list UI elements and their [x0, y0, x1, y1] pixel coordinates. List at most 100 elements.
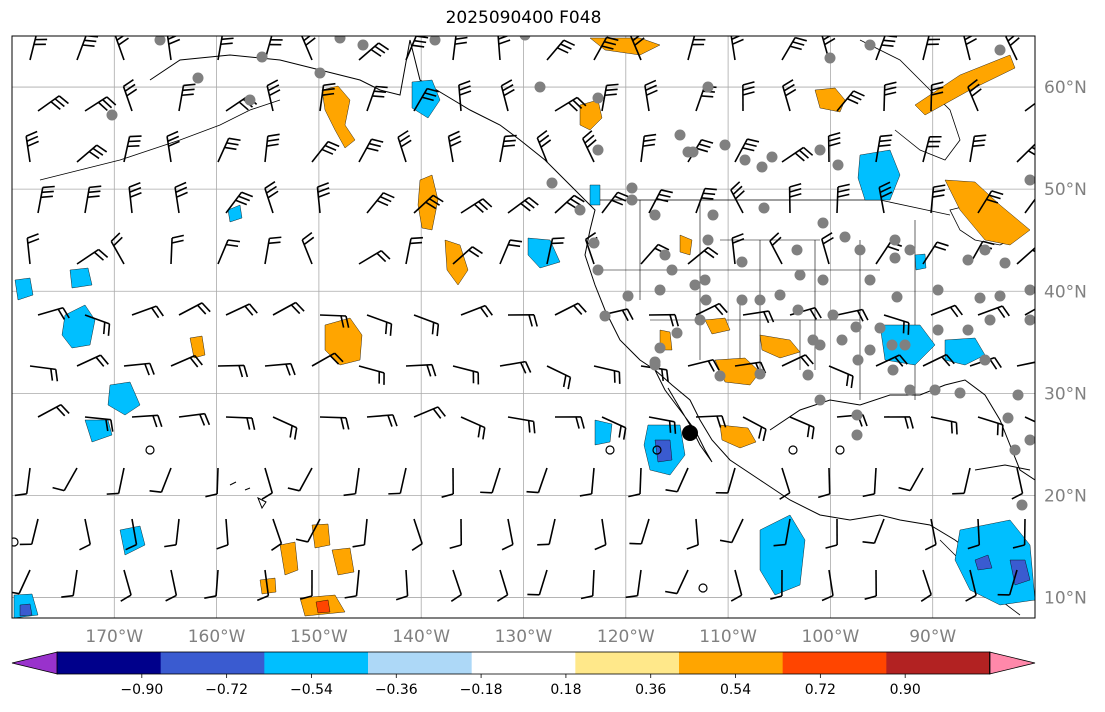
station-dot	[814, 144, 826, 156]
wind-barb	[554, 96, 587, 112]
station-dot	[904, 384, 916, 396]
wind-barb	[501, 518, 514, 551]
station-dot	[817, 274, 829, 286]
wind-barb	[828, 365, 854, 389]
wind-barb	[922, 135, 942, 163]
wind-barb	[862, 467, 877, 498]
wind-barb	[770, 569, 783, 600]
station-dot	[546, 177, 558, 189]
wind-barb	[125, 518, 138, 551]
wind-barb	[366, 85, 388, 112]
station-dot	[932, 324, 944, 336]
wind-barb	[648, 416, 677, 434]
station-dot	[702, 81, 714, 93]
wind-barb	[952, 467, 971, 495]
contour-positive	[311, 523, 331, 549]
wind-barb	[388, 467, 407, 495]
station-dot	[889, 234, 901, 246]
wind-barb	[665, 569, 689, 595]
wind-barb	[930, 81, 944, 112]
station-dot	[886, 339, 898, 351]
longitude-label: 160°W	[188, 627, 246, 647]
wind-barb	[594, 518, 607, 551]
station-dot	[974, 292, 986, 304]
calm-circle	[145, 445, 155, 455]
wind-barb	[930, 304, 963, 318]
latitude-label: 40°N	[1044, 282, 1087, 302]
wind-barb	[366, 414, 398, 427]
wind-barb	[178, 412, 211, 426]
contour-positive	[679, 234, 693, 256]
colorbar-tick-labels: −0.90 −0.72 −0.54 −0.36 −0.18 0.18 0.36 0.54 0.7…	[120, 674, 921, 698]
wind-barb	[166, 36, 181, 61]
wind-barb	[405, 363, 437, 377]
contour-negative	[14, 277, 34, 301]
wind-barb	[963, 36, 977, 61]
wind-barb	[397, 130, 412, 163]
wind-barb	[862, 518, 885, 544]
station-dot	[836, 334, 848, 346]
contour-negative	[589, 184, 601, 206]
station-dot	[932, 284, 944, 296]
wind-barb	[875, 36, 898, 61]
wind-barb	[166, 130, 180, 163]
wind-barb	[122, 79, 138, 112]
colorbar-extend-low	[11, 651, 58, 675]
wind-barb	[625, 569, 642, 599]
wind-barb	[110, 232, 125, 265]
wind-barb	[687, 358, 720, 372]
station-dot	[626, 182, 638, 194]
wind-barb	[554, 416, 585, 429]
wind-barb	[977, 190, 1004, 214]
wind-barb	[695, 415, 727, 428]
colorbar-segment	[471, 652, 576, 674]
wind-barb	[580, 569, 595, 600]
wind-barb	[29, 365, 59, 382]
wind-barb	[648, 189, 673, 214]
wind-barb	[930, 416, 958, 435]
wind-barb	[920, 569, 932, 602]
wind-barb	[413, 87, 439, 112]
wind-barb	[789, 416, 815, 440]
wind-barb	[12, 569, 31, 595]
wind-barb	[449, 518, 463, 549]
wind-barb	[460, 304, 493, 318]
station-dot	[827, 309, 839, 321]
wind-barb	[170, 234, 184, 265]
station-dot	[851, 429, 863, 441]
station-dot	[707, 209, 719, 221]
hawaii-islands	[229, 481, 267, 510]
station-dot	[807, 334, 819, 346]
contour-negative	[759, 514, 806, 596]
wind-barb	[883, 416, 914, 429]
station-dot	[1012, 389, 1024, 401]
wind-barb	[821, 232, 834, 265]
wind-barb	[205, 467, 219, 498]
wind-barb	[264, 362, 296, 376]
wind-barb	[358, 42, 390, 61]
wind-barb	[26, 233, 40, 265]
wind-barb	[106, 467, 125, 495]
wind-barb	[779, 467, 791, 500]
longitude-label: 150°W	[290, 627, 348, 647]
wind-barb	[149, 467, 172, 493]
wind-barb	[499, 360, 532, 374]
station-dot	[994, 44, 1006, 56]
wind-barb	[924, 518, 937, 551]
station-dot	[774, 289, 786, 301]
wind-barb	[507, 314, 538, 327]
wind-barb	[217, 239, 241, 265]
station-dot	[754, 294, 766, 306]
wind-barb	[836, 90, 865, 112]
wind-barb	[216, 518, 229, 550]
wind-barb	[554, 302, 587, 316]
station-dot	[824, 52, 836, 64]
contour-positive	[759, 334, 801, 359]
wind-barb	[266, 79, 281, 112]
map-title: 2025090400 F048	[445, 8, 602, 28]
station-dot	[654, 284, 666, 296]
wind-barb	[546, 39, 576, 61]
wind-barb	[460, 416, 486, 440]
wind-barb	[128, 182, 142, 214]
wind-barb	[79, 518, 91, 551]
